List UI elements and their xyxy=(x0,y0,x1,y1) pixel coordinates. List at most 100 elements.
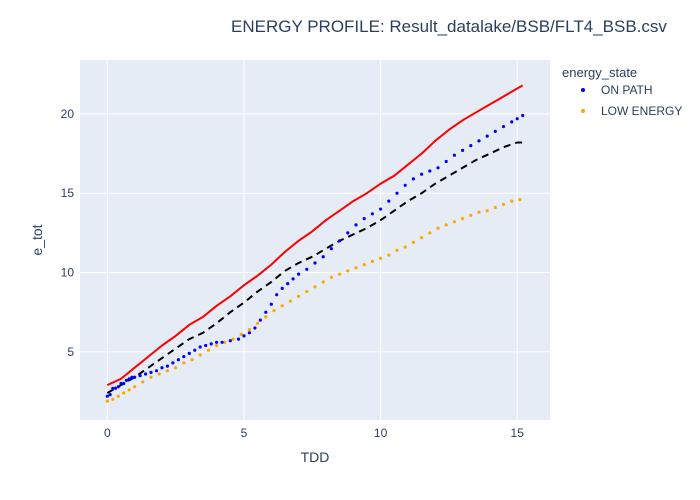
data-point xyxy=(165,364,169,368)
data-point xyxy=(127,388,131,392)
dashed-reference-line xyxy=(106,141,523,394)
data-point xyxy=(165,369,169,373)
data-point xyxy=(461,148,465,152)
data-point xyxy=(198,353,202,357)
data-point xyxy=(387,199,391,203)
data-point xyxy=(206,348,210,352)
data-point xyxy=(138,374,142,378)
data-point xyxy=(370,212,374,216)
data-point xyxy=(362,217,366,221)
data-point xyxy=(338,272,342,276)
legend-title: energy_state xyxy=(562,65,637,80)
data-point xyxy=(111,386,115,390)
y-tick-label: 5 xyxy=(67,345,74,359)
x-tick-label: 15 xyxy=(511,426,525,440)
data-point xyxy=(116,394,120,398)
legend-item-on-path[interactable]: ON PATH xyxy=(581,83,653,97)
data-point xyxy=(133,385,137,389)
data-point xyxy=(501,202,506,206)
x-tick-label: 0 xyxy=(104,426,111,440)
data-point xyxy=(387,253,391,257)
data-point xyxy=(305,267,309,271)
data-point xyxy=(411,240,415,244)
y-axis-title: e_tot xyxy=(29,224,45,255)
data-point xyxy=(174,366,178,370)
data-point xyxy=(305,289,309,294)
data-point xyxy=(354,223,358,227)
data-point xyxy=(247,328,251,332)
data-point xyxy=(379,207,383,211)
x-axis-title: TDD xyxy=(301,449,330,465)
data-point xyxy=(280,304,284,308)
data-point xyxy=(452,220,456,224)
data-point xyxy=(198,345,202,349)
data-point xyxy=(477,139,481,143)
data-point xyxy=(493,205,497,210)
data-point xyxy=(272,309,276,313)
legend-marker-low-energy xyxy=(581,109,585,113)
data-point xyxy=(321,280,325,284)
axis-ticks: 0 5 10 15 5 10 15 20 xyxy=(61,107,525,440)
data-point xyxy=(291,277,295,281)
data-point xyxy=(223,340,227,344)
data-point xyxy=(111,397,115,401)
data-point xyxy=(485,134,489,138)
data-point xyxy=(190,358,194,362)
data-point xyxy=(395,191,399,195)
data-point xyxy=(469,144,473,148)
data-point xyxy=(258,318,262,322)
legend-label-on-path: ON PATH xyxy=(601,83,653,97)
data-point xyxy=(420,236,424,240)
x-tick-label: 5 xyxy=(241,426,248,440)
data-point xyxy=(108,393,112,397)
data-point xyxy=(160,366,164,370)
data-point xyxy=(119,381,123,386)
chart-title: ENERGY PROFILE: Result_datalake/BSB/FLT4… xyxy=(231,17,667,36)
data-point xyxy=(215,340,219,344)
data-point xyxy=(286,282,290,286)
data-point xyxy=(122,381,126,386)
data-point xyxy=(242,334,246,338)
data-point xyxy=(428,169,432,173)
x-tick-label: 10 xyxy=(374,426,388,440)
data-point xyxy=(436,226,440,230)
upper-reference-line xyxy=(106,84,524,387)
legend-marker-on-path xyxy=(581,88,585,92)
data-point xyxy=(485,209,489,213)
data-point xyxy=(116,385,120,389)
series-on-path xyxy=(105,113,525,398)
data-point xyxy=(395,248,399,252)
data-point xyxy=(461,217,465,221)
data-point xyxy=(144,372,148,376)
data-point xyxy=(182,361,186,365)
data-point xyxy=(171,361,175,365)
data-point xyxy=(521,113,525,118)
data-point xyxy=(187,351,191,355)
data-point xyxy=(236,337,241,341)
data-point xyxy=(154,369,159,373)
legend-item-low-energy[interactable]: LOW ENERGY xyxy=(581,104,682,118)
data-point xyxy=(264,310,268,314)
data-point xyxy=(182,355,186,359)
data-point xyxy=(518,198,522,202)
data-point xyxy=(220,340,224,344)
data-point xyxy=(124,378,129,382)
data-point xyxy=(113,386,118,390)
data-point xyxy=(444,159,448,164)
data-point xyxy=(444,223,448,227)
data-point xyxy=(411,177,415,181)
data-point xyxy=(149,375,153,379)
data-point xyxy=(105,399,109,403)
legend: energy_state ON PATH LOW ENERGY xyxy=(562,65,682,118)
y-tick-label: 15 xyxy=(61,186,75,200)
legend-label-low-energy: LOW ENERGY xyxy=(601,104,682,118)
data-point xyxy=(280,286,284,290)
data-point xyxy=(239,332,243,336)
data-point xyxy=(354,266,358,270)
data-point xyxy=(193,348,197,352)
data-point xyxy=(313,285,317,289)
data-point xyxy=(297,272,301,276)
data-point xyxy=(493,129,497,133)
data-point xyxy=(264,315,268,319)
